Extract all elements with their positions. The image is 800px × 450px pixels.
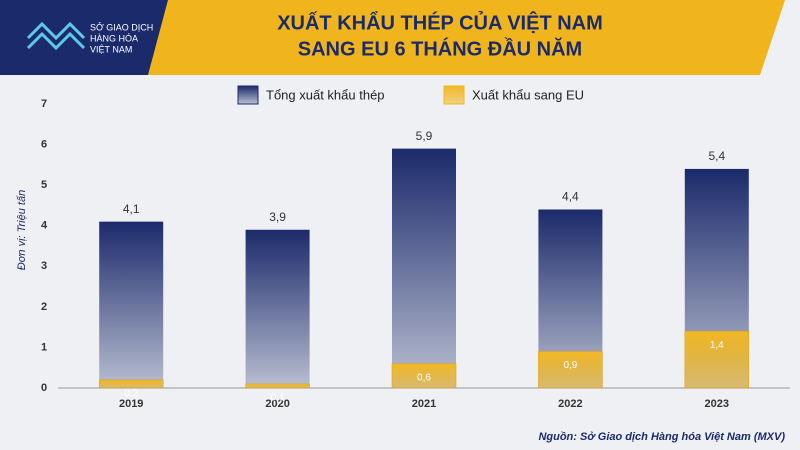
y-tick-label: 6: [41, 138, 47, 150]
title-banner: [60, 0, 785, 75]
y-axis-label: Đơn vị: Triệu tấn: [16, 190, 28, 270]
source: Nguồn: Sở Giao dịch Hàng hóa Việt Nam (M…: [538, 431, 785, 443]
value-label: 0,2: [124, 389, 138, 400]
value-label: 4,4: [562, 190, 579, 204]
bar: [538, 351, 603, 389]
y-tick-label: 7: [41, 98, 47, 110]
logo-text: HÀNG HÓA: [90, 33, 138, 43]
logo-text: SỞ GIAO DỊCH: [90, 21, 153, 32]
y-tick-label: 3: [41, 260, 47, 272]
chart-title: XUẤT KHẨU THÉP CỦA VIỆT NAM: [277, 10, 603, 34]
y-tick-label: 4: [41, 220, 48, 232]
y-tick-label: 2: [41, 301, 47, 313]
y-tick-label: 1: [41, 341, 47, 353]
value-label: 4,1: [123, 202, 140, 216]
x-tick-label: 2020: [265, 398, 289, 410]
value-label: 0,6: [417, 372, 431, 383]
value-label: 0,9: [563, 360, 577, 371]
bar: [98, 379, 164, 389]
x-tick-label: 2021: [412, 398, 436, 410]
logo-text: VIỆT NAM: [90, 44, 132, 54]
legend-label: Xuất khẩu sang EU: [472, 87, 584, 102]
legend-swatch: [237, 85, 259, 105]
x-tick-label: 2019: [119, 398, 143, 410]
legend-label: Tổng xuất khẩu thép: [266, 87, 385, 102]
y-tick-label: 5: [41, 179, 47, 191]
bar: [245, 383, 310, 389]
legend-swatch: [443, 85, 465, 105]
value-label: 5,9: [416, 129, 433, 143]
logo-icon: [26, 21, 86, 51]
value-label: 0,1: [271, 393, 285, 404]
x-tick-label: 2023: [705, 398, 729, 410]
bar: [684, 330, 750, 389]
value-label: 3,9: [269, 210, 286, 224]
chart-title: SANG EU 6 THÁNG ĐẦU NĂM: [298, 37, 582, 60]
bar: [391, 363, 457, 389]
bar: [99, 221, 164, 388]
value-label: 5,4: [708, 149, 725, 163]
bar: [392, 148, 456, 388]
value-label: 1,4: [710, 340, 724, 351]
y-tick-label: 0: [41, 382, 47, 394]
bar: [245, 229, 310, 388]
x-tick-label: 2022: [558, 398, 582, 410]
